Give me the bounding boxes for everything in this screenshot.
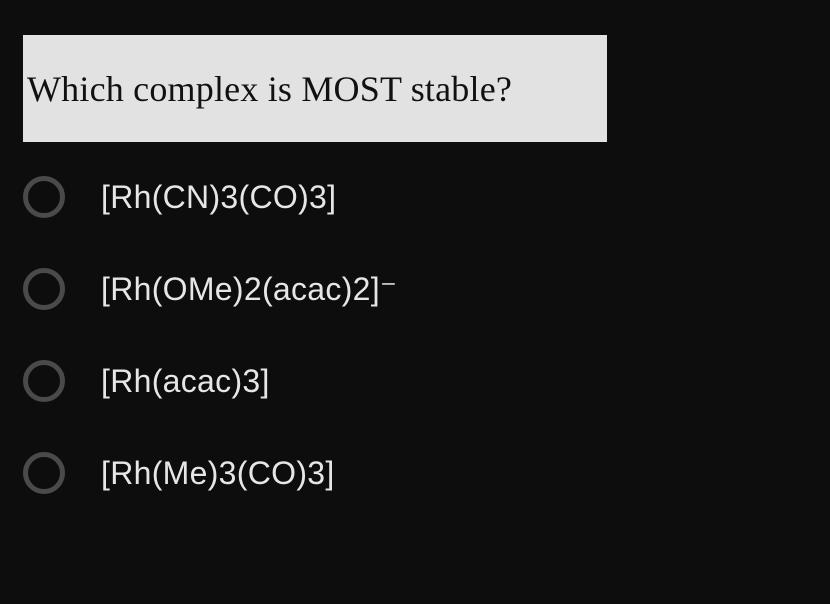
option-row-0[interactable]: [Rh(CN)3(CO)3] — [23, 176, 807, 218]
option-label: [Rh(CN)3(CO)3] — [101, 179, 336, 216]
option-label: [Rh(OMe)2(acac)2]⁻ — [101, 270, 397, 308]
question-box: Which complex is MOST stable? — [23, 35, 607, 142]
option-row-3[interactable]: [Rh(Me)3(CO)3] — [23, 452, 807, 494]
option-label: [Rh(acac)3] — [101, 363, 270, 400]
options-list: [Rh(CN)3(CO)3] [Rh(OMe)2(acac)2]⁻ [Rh(ac… — [23, 176, 807, 494]
option-row-1[interactable]: [Rh(OMe)2(acac)2]⁻ — [23, 268, 807, 310]
quiz-container: Which complex is MOST stable? [Rh(CN)3(C… — [0, 0, 830, 494]
radio-icon[interactable] — [23, 268, 65, 310]
option-row-2[interactable]: [Rh(acac)3] — [23, 360, 807, 402]
question-text: Which complex is MOST stable? — [27, 68, 512, 110]
radio-icon[interactable] — [23, 360, 65, 402]
radio-icon[interactable] — [23, 452, 65, 494]
option-label: [Rh(Me)3(CO)3] — [101, 455, 335, 492]
radio-icon[interactable] — [23, 176, 65, 218]
